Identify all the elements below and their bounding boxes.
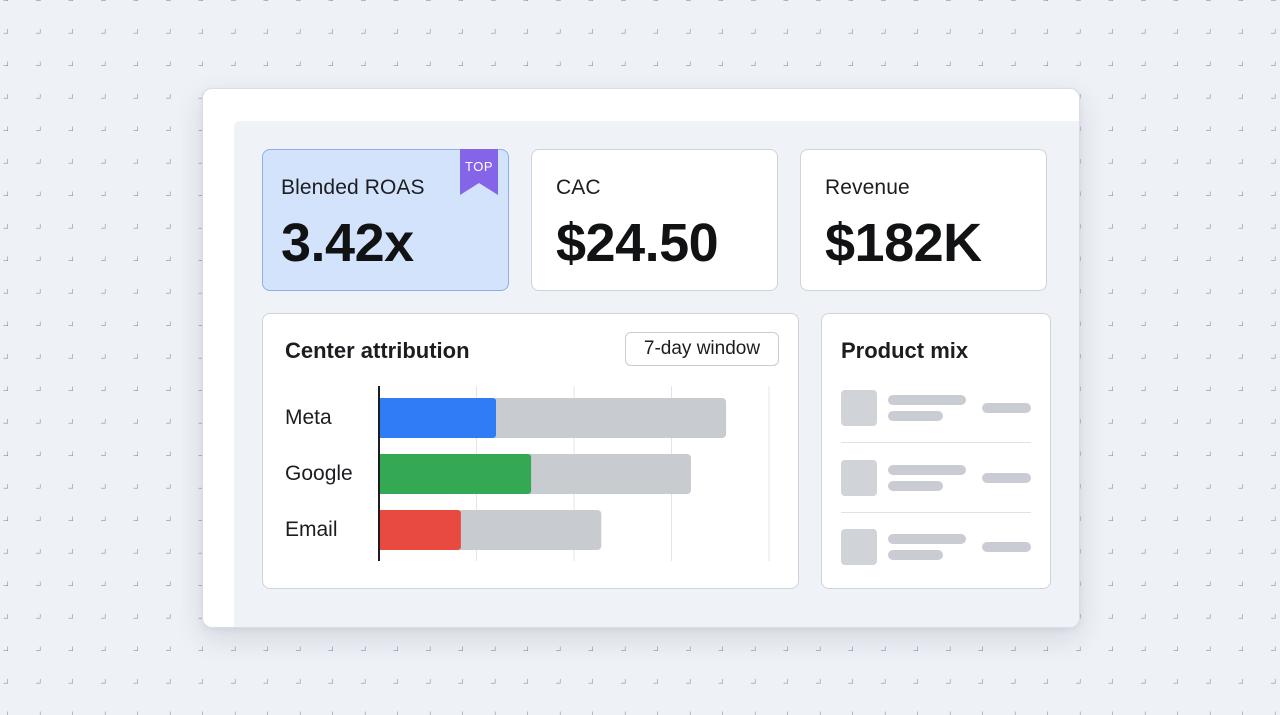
kpi-card-blended-roas[interactable]: Blended ROAS 3.42x TOP — [262, 149, 509, 291]
product-row[interactable] — [841, 529, 1031, 599]
row-divider — [841, 442, 1031, 443]
product-mix-title: Product mix — [841, 338, 969, 363]
window-select-button[interactable]: 7-day window — [625, 332, 779, 366]
attribution-card: Center attribution 7-day window Meta Goo… — [262, 313, 799, 589]
product-value-placeholder — [982, 542, 1031, 552]
badge-text: TOP — [465, 159, 493, 174]
product-row[interactable] — [841, 390, 1031, 460]
product-name-placeholder — [888, 465, 966, 475]
row-divider — [841, 512, 1031, 513]
bar-segment-meta[interactable] — [379, 398, 496, 438]
kpi-value: $24.50 — [556, 213, 719, 273]
product-meta-placeholder — [888, 550, 943, 560]
product-thumbnail — [841, 390, 877, 426]
bar-remainder-meta[interactable] — [492, 398, 727, 438]
category-label-meta: Meta — [285, 406, 332, 429]
attribution-bar-chart — [378, 386, 770, 561]
dashboard-window: Blended ROAS 3.42x TOP CAC $24.50 Revenu… — [202, 88, 1080, 628]
product-value-placeholder — [982, 473, 1031, 483]
product-name-placeholder — [888, 395, 966, 405]
bar-remainder-email[interactable] — [456, 510, 602, 550]
bar-segment-google[interactable] — [379, 454, 532, 494]
bar-segment-edge-email — [379, 510, 385, 550]
ribbon-icon — [460, 149, 498, 195]
product-row[interactable] — [841, 460, 1031, 530]
kpi-label: Revenue — [825, 176, 910, 199]
kpi-value: 3.42x — [281, 213, 414, 273]
product-value-placeholder — [982, 403, 1031, 413]
product-thumbnail — [841, 529, 877, 565]
attribution-title: Center attribution — [285, 338, 470, 363]
kpi-label: CAC — [556, 176, 601, 199]
product-meta-placeholder — [888, 481, 943, 491]
bar-segment-edge-meta — [379, 398, 385, 438]
category-label-google: Google — [285, 462, 353, 485]
product-mix-card: Product mix — [821, 313, 1051, 589]
product-thumbnail — [841, 460, 877, 496]
bar-remainder-google[interactable] — [527, 454, 691, 494]
kpi-label: Blended ROAS — [281, 176, 425, 199]
dashboard-panel: Blended ROAS 3.42x TOP CAC $24.50 Revenu… — [234, 121, 1079, 627]
kpi-card-cac[interactable]: CAC $24.50 — [531, 149, 778, 291]
kpi-value: $182K — [825, 213, 982, 273]
product-meta-placeholder — [888, 411, 943, 421]
top-ribbon-badge: TOP — [460, 149, 498, 195]
category-label-email: Email — [285, 518, 338, 541]
bar-segment-email[interactable] — [379, 510, 461, 550]
bar-segment-edge-google — [379, 454, 385, 494]
product-name-placeholder — [888, 534, 966, 544]
kpi-card-revenue[interactable]: Revenue $182K — [800, 149, 1047, 291]
